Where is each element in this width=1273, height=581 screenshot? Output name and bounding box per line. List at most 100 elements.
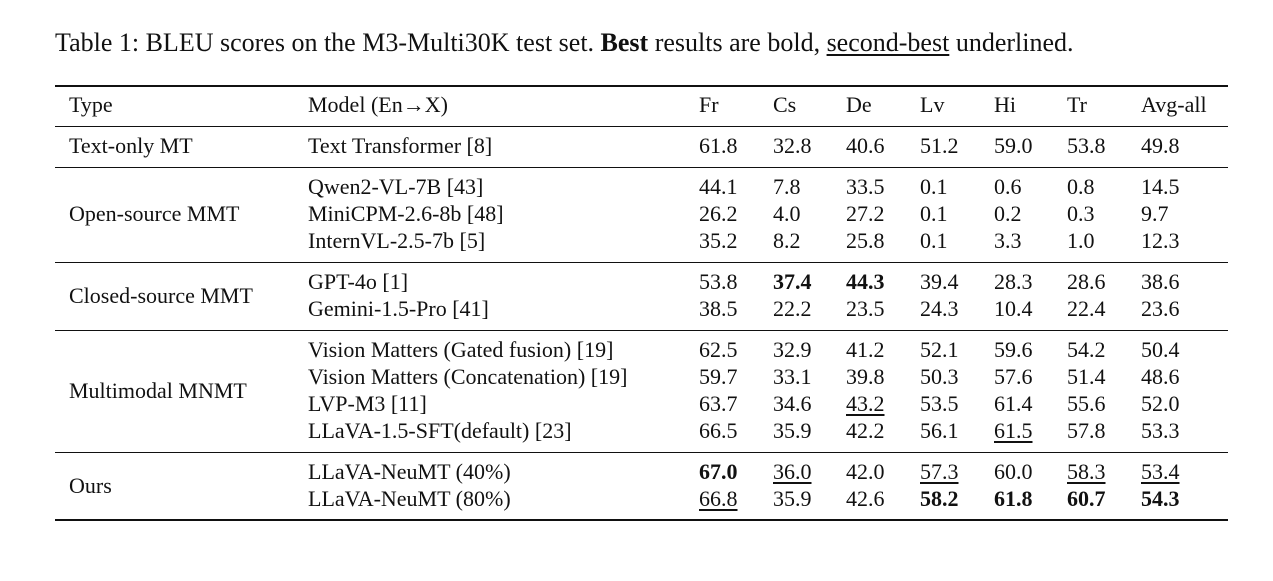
score-cell: 60.0 (994, 459, 1033, 484)
model-name: GPT-4o [1] (308, 269, 409, 294)
score-cell: 66.5 (699, 418, 738, 443)
score-cell: 67.0 (699, 459, 738, 484)
group-type: Closed-source MMT (69, 282, 253, 308)
score-cell: 0.1 (920, 228, 948, 253)
table-rule (55, 519, 1228, 521)
model-name: Qwen2-VL-7B [43] (308, 174, 484, 199)
score-cell: 61.5 (994, 418, 1033, 443)
score-cell: 63.7 (699, 391, 738, 416)
score-cell: 14.5 (1141, 174, 1180, 199)
score-cell: 23.5 (846, 296, 885, 321)
score-cell: 53.8 (1067, 133, 1106, 158)
score-cell: 57.6 (994, 364, 1033, 389)
score-cell: 53.5 (920, 391, 959, 416)
score-cell: 3.3 (994, 228, 1022, 253)
score-cell: 59.7 (699, 364, 738, 389)
table-rule (55, 126, 1228, 127)
header-cell: Hi (994, 92, 1016, 117)
score-cell: 42.2 (846, 418, 885, 443)
score-cell: 35.2 (699, 228, 738, 253)
group-type: Multimodal MNMT (69, 377, 247, 403)
score-cell: 22.4 (1067, 296, 1106, 321)
table-rule (55, 330, 1228, 331)
score-cell: 42.0 (846, 459, 885, 484)
score-cell: 36.0 (773, 459, 812, 484)
score-cell: 35.9 (773, 486, 812, 511)
score-cell: 24.3 (920, 296, 959, 321)
score-cell: 0.1 (920, 201, 948, 226)
score-cell: 25.8 (846, 228, 885, 253)
model-name: InternVL-2.5-7b [5] (308, 228, 486, 253)
header-cell: De (846, 92, 872, 117)
table-rule (55, 167, 1228, 168)
score-cell: 58.3 (1067, 459, 1106, 484)
score-cell: 41.2 (846, 337, 885, 362)
score-cell: 38.5 (699, 296, 738, 321)
score-cell: 44.1 (699, 174, 738, 199)
score-cell: 37.4 (773, 269, 812, 294)
score-cell: 0.3 (1067, 201, 1095, 226)
score-cell: 12.3 (1141, 228, 1180, 253)
caption-text: underlined. (949, 28, 1074, 57)
score-cell: 10.4 (994, 296, 1033, 321)
score-cell: 61.4 (994, 391, 1033, 416)
score-cell: 1.0 (1067, 228, 1095, 253)
score-cell: 26.2 (699, 201, 738, 226)
model-name: Text Transformer [8] (308, 133, 493, 158)
score-cell: 49.8 (1141, 133, 1180, 158)
score-cell: 66.8 (699, 486, 738, 511)
table-rule (55, 85, 1228, 87)
score-cell: 23.6 (1141, 296, 1180, 321)
model-name: Vision Matters (Concatenation) [19] (308, 364, 628, 389)
score-cell: 0.6 (994, 174, 1022, 199)
header-cell: Lv (920, 92, 945, 117)
model-name: LLaVA-NeuMT (40%) (308, 459, 511, 484)
score-cell: 58.2 (920, 486, 959, 511)
score-cell: 59.6 (994, 337, 1033, 362)
score-cell: 32.8 (773, 133, 812, 158)
caption-bold: Best (600, 28, 649, 57)
score-cell: 54.2 (1067, 337, 1106, 362)
score-cell: 53.3 (1141, 418, 1180, 443)
score-cell: 62.5 (699, 337, 738, 362)
score-cell: 7.8 (773, 174, 801, 199)
table-rule (55, 452, 1228, 453)
model-name: MiniCPM-2.6-8b [48] (308, 201, 504, 226)
score-cell: 27.2 (846, 201, 885, 226)
score-cell: 35.9 (773, 418, 812, 443)
model-name: LVP-M3 [11] (308, 391, 427, 416)
score-cell: 42.6 (846, 486, 885, 511)
score-cell: 4.0 (773, 201, 801, 226)
score-cell: 53.4 (1141, 459, 1180, 484)
score-cell: 61.8 (699, 133, 738, 158)
score-cell: 33.5 (846, 174, 885, 199)
score-cell: 38.6 (1141, 269, 1180, 294)
score-cell: 51.4 (1067, 364, 1106, 389)
caption-underline: second-best (826, 28, 950, 57)
score-cell: 44.3 (846, 269, 885, 294)
group-type: Ours (69, 472, 112, 498)
score-cell: 40.6 (846, 133, 885, 158)
group-type: Open-source MMT (69, 201, 240, 226)
header-cell: Tr (1067, 92, 1087, 117)
score-cell: 28.6 (1067, 269, 1106, 294)
header-cell: Model (En→X) (308, 92, 448, 117)
score-cell: 8.2 (773, 228, 801, 253)
score-cell: 59.0 (994, 133, 1033, 158)
score-cell: 34.6 (773, 391, 812, 416)
model-name: Vision Matters (Gated fusion) [19] (308, 337, 614, 362)
score-cell: 32.9 (773, 337, 812, 362)
score-cell: 61.8 (994, 486, 1033, 511)
model-name: Gemini-1.5-Pro [41] (308, 296, 489, 321)
score-cell: 39.8 (846, 364, 885, 389)
score-cell: 55.6 (1067, 391, 1106, 416)
score-cell: 43.2 (846, 391, 885, 416)
model-name: LLaVA-NeuMT (80%) (308, 486, 511, 511)
score-cell: 33.1 (773, 364, 812, 389)
score-cell: 0.2 (994, 201, 1022, 226)
score-cell: 51.2 (920, 133, 959, 158)
score-cell: 54.3 (1141, 486, 1180, 511)
score-cell: 39.4 (920, 269, 959, 294)
header-cell: Type (69, 92, 113, 117)
